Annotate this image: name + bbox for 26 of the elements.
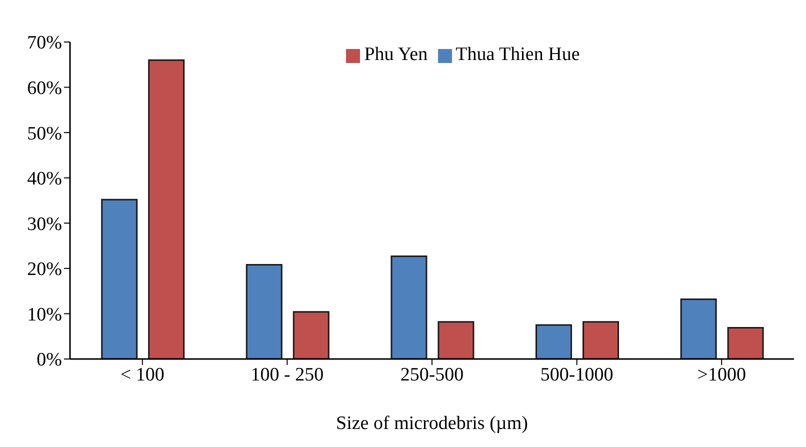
bar: [680, 298, 717, 359]
bar: [292, 311, 330, 359]
x-tick-label: 100 - 250: [250, 364, 324, 386]
bar: [246, 264, 282, 359]
y-tick-label: 70%: [27, 32, 62, 54]
bar: [727, 327, 764, 359]
legend-label: Phu Yen: [364, 44, 428, 65]
bar: [582, 321, 620, 359]
x-tick-label: < 100: [120, 364, 164, 386]
y-tick-label: 50%: [27, 123, 62, 144]
y-tick-label: 60%: [27, 78, 62, 100]
bar: [101, 198, 138, 359]
y-tick-label: 10%: [27, 304, 62, 326]
y-tick-label: 20%: [27, 259, 62, 280]
x-tick-label: 500-1000: [540, 364, 614, 386]
x-tick-label: >1000: [697, 364, 746, 386]
bar: [148, 59, 185, 359]
bar: [390, 255, 428, 359]
x-axis-title: Size of microdebris (µm): [336, 413, 528, 434]
y-tick-label: 40%: [27, 168, 62, 190]
y-tick-label: 0%: [36, 350, 62, 371]
legend-label: Thua Thien Hue: [456, 44, 580, 65]
bar: [536, 324, 572, 359]
x-tick-label: 250-500: [400, 364, 464, 386]
bar: [438, 321, 474, 359]
y-tick-label: 30%: [27, 214, 62, 235]
